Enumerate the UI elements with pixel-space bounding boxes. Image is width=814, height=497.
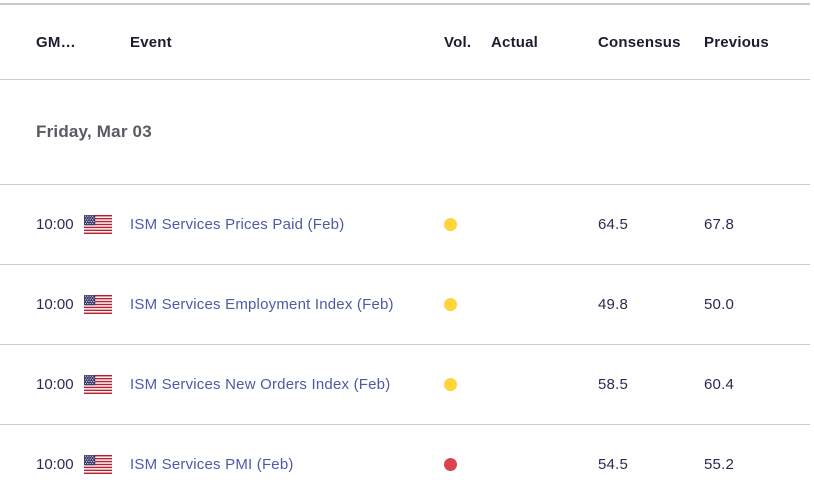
- event-link[interactable]: ISM Services New Orders Index (Feb): [130, 375, 391, 393]
- consensus-value: 49.8: [598, 296, 628, 313]
- us-flag-icon: [84, 455, 112, 474]
- column-header-event: Event: [130, 33, 172, 51]
- event-link[interactable]: ISM Services Employment Index (Feb): [130, 295, 394, 313]
- consensus-value: 54.5: [598, 456, 628, 473]
- volatility-indicator-icon: [444, 298, 457, 311]
- country-flag-cell: [78, 455, 130, 474]
- previous-value: 55.2: [704, 456, 734, 473]
- column-header-actual: Actual: [491, 33, 539, 51]
- us-flag-icon: [84, 375, 112, 394]
- previous-value: 67.8: [704, 216, 734, 233]
- previous-value: 50.0: [704, 296, 734, 313]
- event-time: 10:00: [36, 216, 74, 233]
- volatility-indicator-icon: [444, 458, 457, 471]
- us-flag-icon: [84, 295, 112, 314]
- column-header-gmt: GM…: [36, 33, 76, 51]
- date-group-label: Friday, Mar 03: [36, 122, 152, 141]
- event-time: 10:00: [36, 296, 74, 313]
- us-flag-icon: [84, 215, 112, 234]
- event-link[interactable]: ISM Services PMI (Feb): [130, 455, 294, 473]
- event-time: 10:00: [36, 456, 74, 473]
- column-header-consensus: Consensus: [598, 33, 681, 51]
- table-row: 10:00 ISM Services Employment Index (Feb…: [0, 265, 810, 345]
- date-group-row: Friday, Mar 03: [0, 80, 810, 185]
- country-flag-cell: [78, 215, 130, 234]
- column-header-previous: Previous: [704, 33, 769, 51]
- previous-value: 60.4: [704, 376, 734, 393]
- event-link[interactable]: ISM Services Prices Paid (Feb): [130, 215, 345, 233]
- table-header-row: GM… Event Vol. Actual Consensus Previous: [0, 5, 810, 80]
- economic-calendar-table: GM… Event Vol. Actual Consensus Previous…: [0, 3, 810, 497]
- consensus-value: 58.5: [598, 376, 628, 393]
- table-row: 10:00 ISM Services PMI (Feb) 54.5 55.2: [0, 425, 810, 497]
- country-flag-cell: [78, 295, 130, 314]
- event-time: 10:00: [36, 376, 74, 393]
- table-row: 10:00 ISM Services Prices Paid (Feb) 64.…: [0, 185, 810, 265]
- country-flag-cell: [78, 375, 130, 394]
- table-row: 10:00 ISM Services New Orders Index (Feb…: [0, 345, 810, 425]
- consensus-value: 64.5: [598, 216, 628, 233]
- volatility-indicator-icon: [444, 378, 457, 391]
- volatility-indicator-icon: [444, 218, 457, 231]
- column-header-vol: Vol.: [444, 33, 472, 51]
